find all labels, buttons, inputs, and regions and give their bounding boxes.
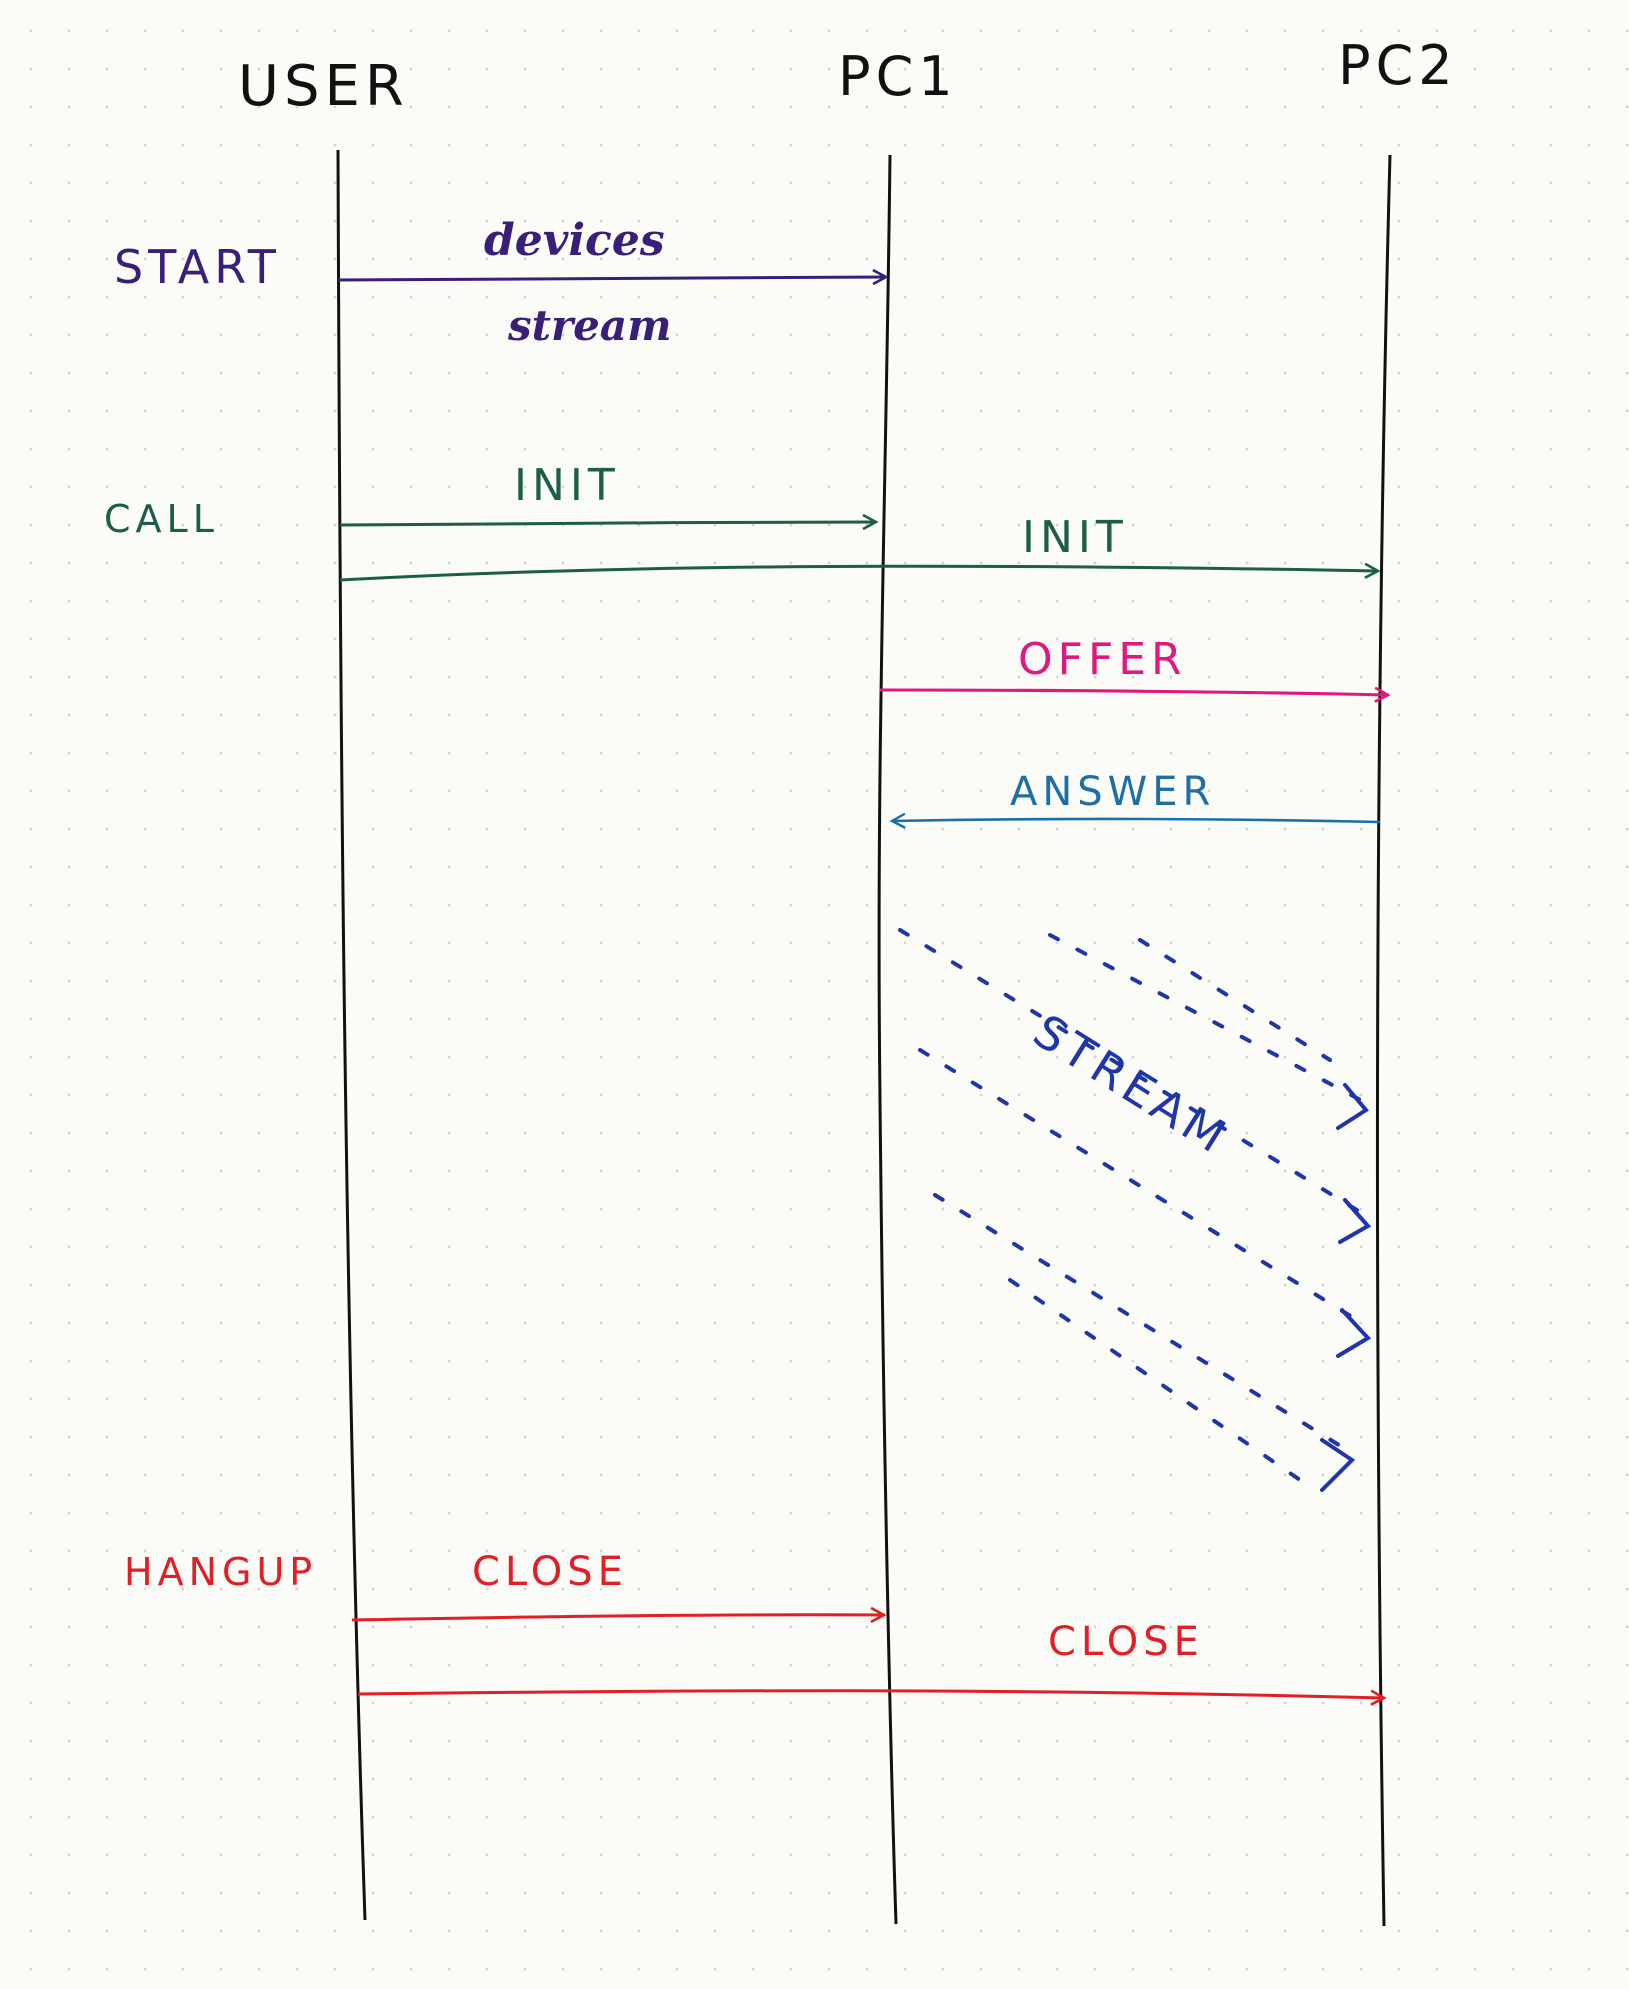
stream-dash-line-1 [1048, 933, 1372, 1107]
message-close-pc2-label: CLOSE [1048, 1619, 1204, 1665]
stream-dash-line-5 [1008, 1278, 1302, 1482]
message-init-pc2-label: INIT [1022, 512, 1128, 563]
message-devices-label: devices [484, 215, 665, 266]
message-start-arrow [337, 277, 886, 280]
stream-arrowhead-3 [1336, 1308, 1372, 1358]
stream-dash-line-3 [918, 1048, 1367, 1327]
action-call-label: CALL [104, 497, 219, 541]
stream-arrowhead-4 [1320, 1438, 1356, 1492]
message-answer-arrow [892, 819, 1381, 822]
participant-pc1-label: PC1 [838, 45, 958, 108]
stream-arrowhead-2 [1338, 1198, 1372, 1244]
message-stream-label: stream [507, 301, 672, 350]
message-init-pc1-label: INIT [514, 460, 620, 511]
stream-dash-line-4 [933, 1193, 1357, 1457]
action-hangup-label: HANGUP [124, 1550, 317, 1594]
participant-pc2-label: PC2 [1338, 34, 1458, 97]
stream-dash-line-6 [1138, 938, 1332, 1062]
media-stream-flow [898, 928, 1372, 1482]
message-answer-label: ANSWER [1010, 769, 1215, 815]
message-init-pc1-arrow [339, 522, 876, 525]
message-close-pc1-arrow [351, 1615, 884, 1620]
message-close-pc1-label: CLOSE [472, 1549, 628, 1595]
action-start-label: START [114, 240, 281, 294]
message-offer-label: OFFER [1018, 634, 1187, 685]
lifeline-pc1 [877, 154, 898, 1925]
lifeline-user [336, 149, 367, 1921]
message-stream-media-label: STREAM [1024, 1004, 1239, 1166]
stream-arrowhead-1 [1336, 1083, 1369, 1130]
message-init-pc2-arrow [339, 566, 1378, 582]
message-close-pc2-arrow [357, 1689, 1384, 1698]
lifeline-pc2 [1375, 154, 1392, 1927]
message-offer-arrow [879, 690, 1388, 695]
stream-arrowheads [1320, 1083, 1372, 1492]
participant-user-label: USER [238, 54, 409, 119]
